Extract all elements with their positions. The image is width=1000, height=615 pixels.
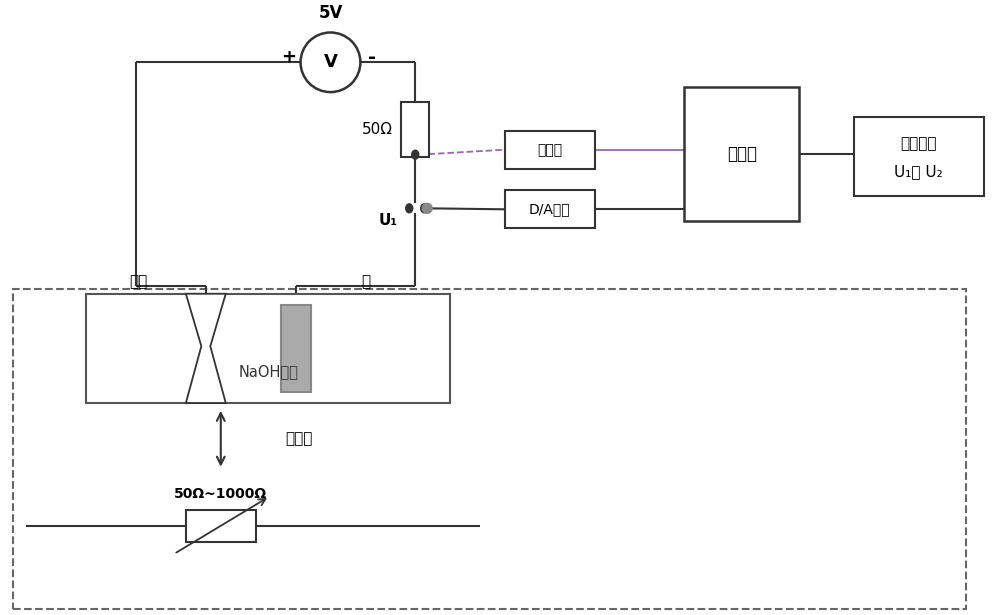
Text: 铜: 铜 bbox=[361, 274, 370, 289]
Text: 50Ω: 50Ω bbox=[362, 122, 393, 137]
Text: 销丝: 销丝 bbox=[129, 274, 147, 289]
Bar bbox=[505, 131, 595, 169]
Polygon shape bbox=[186, 294, 226, 403]
Ellipse shape bbox=[421, 204, 428, 213]
Bar bbox=[505, 191, 595, 228]
Text: D/A转换: D/A转换 bbox=[529, 202, 571, 216]
Text: +: + bbox=[281, 49, 296, 66]
Text: 50Ω~1000Ω: 50Ω~1000Ω bbox=[174, 488, 267, 501]
Text: U₁， U₂: U₁， U₂ bbox=[894, 164, 943, 179]
Bar bbox=[281, 304, 311, 392]
Bar bbox=[13, 289, 966, 609]
Circle shape bbox=[301, 33, 360, 92]
Text: 液晶显示: 液晶显示 bbox=[901, 137, 937, 151]
Ellipse shape bbox=[412, 150, 419, 159]
Text: 等价于: 等价于 bbox=[286, 431, 313, 446]
Ellipse shape bbox=[406, 204, 413, 213]
Text: V: V bbox=[324, 54, 337, 71]
Bar bbox=[854, 117, 984, 196]
Text: 单片机: 单片机 bbox=[727, 145, 757, 163]
Text: 5V: 5V bbox=[318, 4, 343, 22]
Bar bbox=[86, 294, 450, 403]
Text: -: - bbox=[368, 48, 376, 67]
Text: U₁: U₁ bbox=[378, 213, 397, 228]
Text: NaOH溶液: NaOH溶液 bbox=[238, 363, 298, 379]
Bar bbox=[684, 87, 799, 221]
Circle shape bbox=[422, 204, 432, 213]
Bar bbox=[401, 102, 429, 157]
Bar bbox=[186, 510, 256, 542]
Text: 继电器: 继电器 bbox=[537, 143, 562, 157]
